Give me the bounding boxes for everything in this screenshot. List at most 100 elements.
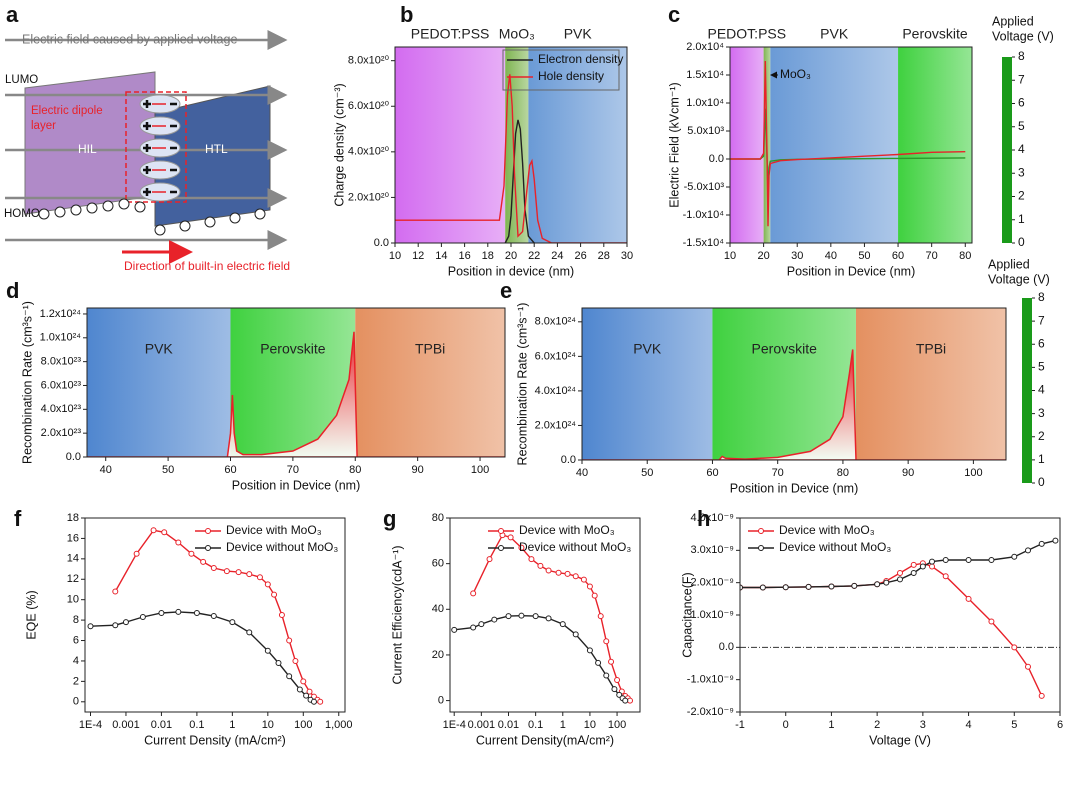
marker — [470, 590, 477, 597]
colorbar-tick-label: 4 — [1018, 142, 1025, 156]
legend-marker — [758, 545, 764, 551]
marker — [507, 534, 514, 541]
x-axis-label: Voltage (V) — [869, 733, 931, 747]
marker — [264, 647, 271, 654]
x-tick-label: 1E-4 — [443, 719, 466, 731]
marker — [223, 568, 230, 575]
marker — [150, 527, 157, 534]
x-tick-label: 1E-4 — [79, 719, 102, 731]
marker — [278, 612, 285, 618]
region — [855, 308, 1006, 460]
x-tick-label: 10 — [389, 250, 401, 262]
y-tick-label: 16 — [67, 532, 79, 544]
y-tick-label: 5.0x10³ — [687, 125, 724, 137]
marker — [559, 621, 566, 628]
y-tick-label: -1.0x10⁻⁹ — [687, 674, 734, 686]
y-tick-label: 0.0 — [719, 641, 734, 653]
panel-a: a Electric field caused by applied volta… — [4, 2, 290, 273]
marker — [851, 582, 858, 589]
axes-frame — [729, 46, 973, 244]
colorbar-tick-label: 8 — [1038, 290, 1045, 304]
colorbar-title: Applied — [992, 14, 1034, 28]
legend-label: Electron density — [538, 52, 623, 66]
x-tick-label: 100 — [608, 719, 626, 731]
marker — [210, 613, 217, 620]
region-label: Perovskite — [260, 341, 326, 357]
plot-area — [451, 532, 634, 704]
marker — [611, 686, 618, 693]
marker — [112, 622, 119, 629]
line — [740, 562, 1043, 697]
plot-area — [395, 47, 627, 243]
panel-letter: b — [400, 2, 413, 27]
marker — [595, 659, 602, 666]
x-tick-label: 16 — [458, 250, 470, 262]
colorbar — [1002, 57, 1012, 243]
marker — [608, 658, 615, 665]
marker — [87, 623, 94, 630]
x-tick-label: 40 — [576, 467, 588, 479]
x-tick-label: 90 — [412, 464, 424, 476]
plot-area — [582, 308, 1006, 460]
marker — [897, 576, 903, 583]
axes-frame — [449, 517, 641, 713]
marker — [603, 638, 610, 645]
y-tick-label: -2.0x10⁻⁹ — [687, 706, 734, 718]
x-tick-label: 26 — [574, 250, 586, 262]
colorbar-tick-label: 5 — [1018, 119, 1025, 133]
marker — [1052, 537, 1059, 544]
marker — [246, 629, 253, 636]
x-tick-label: 40 — [825, 250, 837, 262]
region — [770, 47, 899, 243]
colorbar-tick-label: 7 — [1018, 72, 1025, 86]
marker — [246, 571, 253, 578]
x-tick-label: 1 — [560, 719, 566, 731]
colorbar-title: Applied — [988, 257, 1030, 271]
x-tick-label: 80 — [349, 464, 361, 476]
marker — [580, 576, 587, 583]
x-tick-label: 0 — [783, 719, 789, 731]
marker — [919, 563, 926, 570]
y-tick-label: 2.0x10²³ — [41, 427, 82, 439]
y-tick-label: 4.0x10²⁴ — [535, 385, 577, 397]
marker — [897, 569, 903, 576]
marker — [491, 616, 498, 623]
x-tick-label: 0.1 — [189, 719, 204, 731]
marker — [929, 558, 935, 565]
x-axis-label: Position in Device (nm) — [787, 264, 916, 278]
area — [87, 331, 505, 457]
marker — [782, 584, 789, 591]
annotation: MoO₃ — [780, 67, 811, 81]
marker — [518, 612, 525, 619]
x-tick-label: 0.01 — [498, 719, 519, 731]
legend-marker — [205, 528, 211, 534]
y-tick-label: 2.0x10⁴ — [686, 41, 724, 53]
marker — [292, 657, 299, 664]
x-tick-label: 50 — [641, 467, 653, 479]
lumo-label: LUMO — [5, 74, 38, 86]
marker — [188, 550, 195, 557]
x-tick-label: 50 — [162, 464, 174, 476]
x-tick-label: 12 — [412, 250, 424, 262]
line — [90, 611, 315, 703]
dipoles — [139, 94, 181, 202]
region-label: PEDOT:PSS — [708, 26, 787, 42]
marker — [572, 573, 579, 580]
y-tick-label: 1.5x10⁴ — [686, 69, 724, 81]
marker — [286, 637, 293, 644]
line — [730, 60, 966, 227]
panel-letter: h — [697, 506, 710, 531]
legend-label: Device with MoO₃ — [779, 523, 875, 537]
y-tick-label: 2 — [73, 675, 79, 687]
x-tick-label: 1,000 — [325, 719, 353, 731]
y-tick-label: 40 — [432, 603, 444, 615]
x-tick-label: 60 — [892, 250, 904, 262]
x-tick-label: 60 — [224, 464, 236, 476]
marker — [942, 573, 949, 580]
y-tick-label: 1.0x10⁻⁹ — [690, 609, 734, 621]
region — [528, 47, 627, 243]
marker — [200, 558, 207, 565]
x-tick-label: 40 — [100, 464, 112, 476]
y-tick-label: 4.0x10²³ — [41, 403, 82, 415]
